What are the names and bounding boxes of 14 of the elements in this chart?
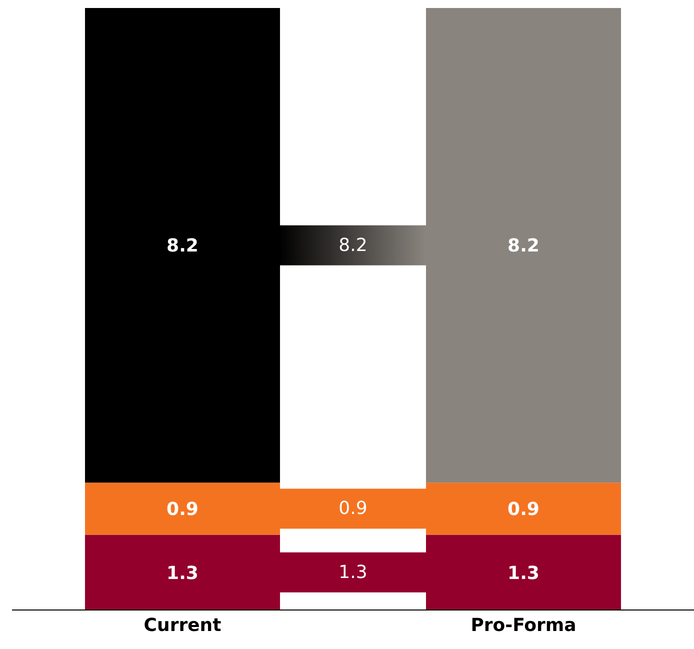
annotation: 8.2 [338, 234, 368, 256]
connector-ribbon: 8.2 [280, 225, 426, 266]
x-tick-label: Pro-Forma [470, 614, 576, 636]
data-label: 1.3 [166, 562, 198, 584]
data-label: 0.9 [508, 499, 540, 520]
annotation: 0.9 [338, 498, 368, 520]
data-label: 1.3 [508, 562, 540, 584]
connector-ribbon: 1.3 [280, 552, 426, 592]
annotation: 1.3 [338, 562, 368, 583]
data-label: 8.2 [166, 236, 198, 257]
data-label: 0.9 [166, 499, 198, 520]
x-tick-label: Current [144, 614, 222, 636]
connector-ribbon: 0.9 [280, 488, 426, 529]
data-label: 8.2 [508, 236, 540, 257]
